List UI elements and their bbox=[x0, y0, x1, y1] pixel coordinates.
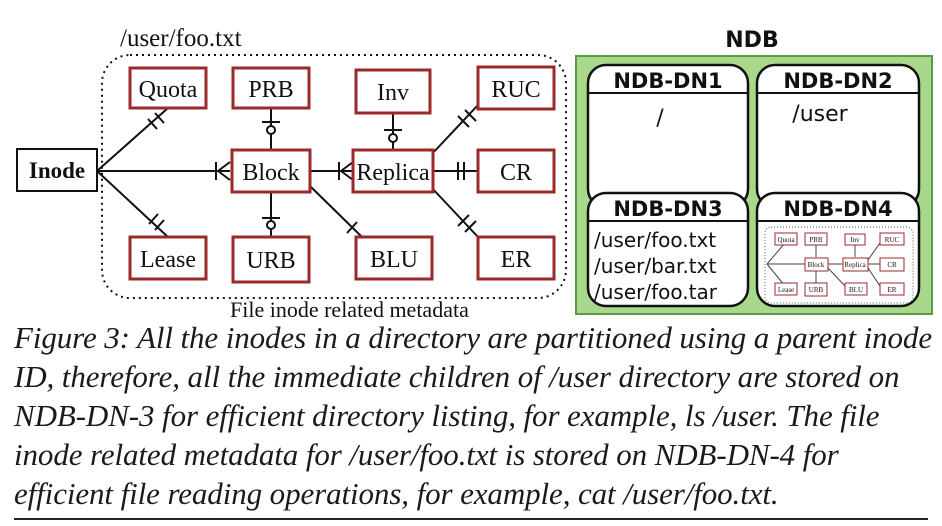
entity-er: ER bbox=[476, 235, 556, 281]
entity-blu: BLU bbox=[354, 235, 434, 281]
figure-caption: Figure 3: All the inodes in a directory … bbox=[14, 320, 932, 511]
group-label: File inode related metadata bbox=[230, 297, 469, 320]
entity-blu-label: BLU bbox=[370, 247, 418, 273]
ndb-dn1-content: / bbox=[656, 106, 664, 131]
ndb-dn2-node: NDB-DN2 /user bbox=[755, 63, 921, 209]
inode-box bbox=[16, 148, 98, 192]
mini-quota-label: Quota bbox=[777, 236, 795, 244]
entity-cr: CR bbox=[476, 148, 556, 194]
entity-inv: Inv bbox=[354, 68, 432, 115]
entity-cr-label: CR bbox=[500, 160, 532, 186]
mini-prb-label: PRB bbox=[809, 236, 823, 244]
ndb-dn2-content: /user bbox=[792, 102, 848, 127]
mini-lease-label: Lease bbox=[778, 286, 794, 294]
entity-replica: Replica bbox=[351, 148, 435, 194]
ndb-dn4-node: NDB-DN4 bbox=[755, 191, 921, 308]
mini-cr-label: CR bbox=[887, 261, 897, 269]
cardinality-markers bbox=[147, 109, 477, 234]
ndb-dn3-title: NDB-DN3 bbox=[613, 197, 722, 221]
ndb-dn3-node: NDB-DN3 /user/foo.txt /user/bar.txt /use… bbox=[586, 191, 750, 308]
mini-blu-label: BLU bbox=[849, 286, 863, 294]
file-metadata-group bbox=[101, 54, 567, 299]
mini-ruc-label: RUC bbox=[885, 236, 900, 244]
ndb-dn2-title: NDB-DN2 bbox=[783, 69, 892, 93]
ndb-dn3-entry: /user/bar.txt bbox=[594, 254, 716, 278]
entity-er-label: ER bbox=[501, 247, 532, 273]
entity-quota: Quota bbox=[128, 66, 208, 110]
inode-label: Inode bbox=[29, 158, 85, 183]
mini-block-label: Block bbox=[808, 261, 825, 269]
ndb-dn1-title: NDB-DN1 bbox=[613, 69, 722, 93]
entity-quota-label: Quota bbox=[139, 77, 198, 103]
entity-urb-label: URB bbox=[246, 248, 295, 274]
entity-lease: Lease bbox=[128, 235, 208, 281]
entity-urb: URB bbox=[231, 235, 311, 284]
entity-ruc: RUC bbox=[476, 65, 556, 111]
ndb-dn1-node: NDB-DN1 / bbox=[586, 63, 750, 209]
ndb-dn4-title: NDB-DN4 bbox=[783, 197, 892, 221]
caption-rule bbox=[14, 518, 928, 520]
entity-block-label: Block bbox=[242, 160, 299, 186]
ndb-dn4-mini-diagram: Quota PRB Inv RUC Block Replica CR Lease… bbox=[764, 226, 914, 304]
path-label: /user/foo.txt bbox=[120, 25, 242, 52]
entity-block: Block bbox=[230, 148, 312, 194]
entity-replica-label: Replica bbox=[356, 160, 430, 186]
entity-inv-label: Inv bbox=[377, 80, 409, 106]
entity-ruc-label: RUC bbox=[491, 77, 540, 103]
mini-urb-label: URB bbox=[809, 286, 824, 294]
entity-prb-label: PRB bbox=[248, 77, 293, 103]
mini-er-label: ER bbox=[888, 286, 897, 294]
entity-lease-label: Lease bbox=[140, 247, 196, 273]
ndb-dn3-entry: /user/foo.tar bbox=[594, 280, 718, 304]
ndb-dn3-entry: /user/foo.txt bbox=[594, 228, 716, 252]
metadata-diagram: /user/foo.txt File inode related metadat… bbox=[16, 25, 933, 320]
mini-replica-label: Replica bbox=[844, 261, 866, 269]
mini-inv-label: Inv bbox=[850, 236, 860, 244]
entity-prb: PRB bbox=[231, 66, 311, 110]
ndb-title: NDB bbox=[725, 28, 778, 53]
